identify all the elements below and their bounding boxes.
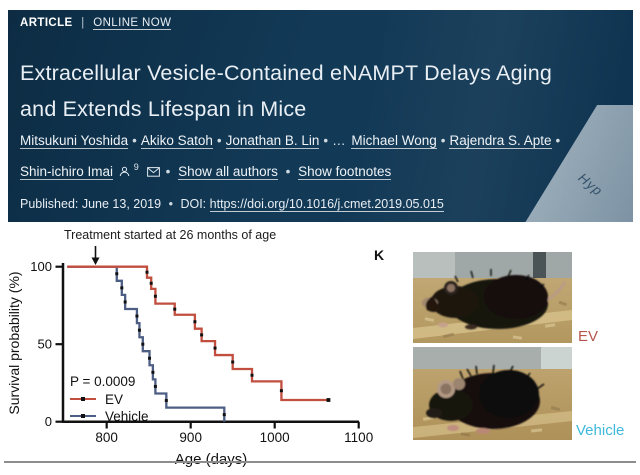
author-link[interactable]: Akiko Satoh	[140, 133, 213, 149]
event-marker	[173, 307, 177, 311]
author-link[interactable]: Mitsukuni Yoshida	[20, 133, 129, 149]
article-title-line1: Extracellular Vesicle-Contained eNAMPT D…	[20, 61, 553, 85]
event-marker	[279, 389, 283, 393]
event-marker	[231, 360, 235, 364]
article-title: Extracellular Vesicle-Contained eNAMPT D…	[20, 55, 620, 127]
published-line: Published: June 13, 2019 • DOI: https://…	[20, 197, 444, 212]
event-marker	[120, 286, 124, 290]
published-date: Published: June 13, 2019	[20, 197, 162, 211]
legend-marker-vehicle	[81, 414, 85, 418]
legend-swatch-ev	[70, 397, 96, 401]
author-link[interactable]: Shin-ichiro Imai	[20, 163, 114, 180]
doi-link[interactable]: https://doi.org/10.1016/j.cmet.2019.05.0…	[209, 197, 444, 212]
online-now-link[interactable]: ONLINE NOW	[93, 17, 172, 30]
kicker-separator: |	[81, 17, 85, 29]
y-axis-label: Survival probability (%)	[6, 271, 22, 414]
x-axis-label: Age (days)	[175, 451, 248, 468]
mouse-ev	[422, 269, 567, 330]
event-marker	[115, 272, 119, 276]
author-separator: •	[285, 163, 291, 179]
panel-label-k: K	[374, 247, 385, 263]
legend-label-vehicle: Vehicle	[105, 408, 149, 424]
annotation-arrowhead	[91, 257, 100, 265]
email-icon[interactable]	[146, 160, 160, 186]
event-marker	[200, 333, 204, 337]
legend-row-ev: EV	[70, 391, 149, 407]
event-marker	[141, 342, 145, 346]
event-marker	[213, 346, 217, 350]
event-marker	[137, 328, 141, 332]
event-marker	[153, 384, 157, 388]
event-marker	[135, 314, 139, 318]
series-vehicle	[67, 265, 226, 422]
legend-swatch-vehicle	[70, 414, 96, 418]
author-list-line2: Shin-ichiro Imai 9 • Show all authors • …	[20, 154, 620, 186]
bottom-divider	[4, 461, 636, 463]
mouse-vehicle	[426, 364, 545, 434]
x-tick-label: 1000	[260, 430, 290, 445]
author-separator: •	[555, 133, 561, 148]
event-marker	[250, 373, 254, 377]
mouse-photo-ev	[413, 252, 572, 343]
event-marker	[222, 413, 226, 417]
mouse-photo-vehicle	[413, 347, 572, 440]
x-tick-label: 1100	[344, 430, 373, 445]
author-ellipsis: …	[332, 133, 346, 148]
event-marker	[164, 399, 168, 403]
photo-label-ev: EV	[578, 328, 599, 345]
photo-label-vehicle: Vehicle	[576, 422, 625, 439]
legend-label-ev: EV	[105, 391, 124, 407]
author-list-line1: Mitsukuni Yoshida • Akiko Satoh • Jonathan B…	[20, 128, 620, 154]
event-marker	[145, 270, 149, 274]
author-list: Mitsukuni Yoshida • Akiko Satoh • Jonathan B…	[20, 128, 620, 186]
event-marker	[123, 300, 127, 304]
legend-marker-ev	[81, 397, 85, 401]
author-separator: •	[440, 133, 446, 148]
y-tick-label: 100	[30, 259, 52, 274]
show-footnotes-link[interactable]: Show footnotes	[298, 163, 392, 180]
author-separator: •	[216, 133, 222, 148]
y-tick-label: 0	[45, 414, 52, 429]
author-affiliation-superscript: 9	[133, 162, 139, 172]
show-all-authors-link[interactable]: Show all authors	[178, 163, 278, 180]
x-tick-label: 900	[179, 430, 202, 445]
event-marker	[193, 320, 197, 324]
article-kicker: ARTICLE | ONLINE NOW	[20, 17, 172, 30]
article-header-banner: Hyp ARTICLE | ONLINE NOW Extracellular V…	[8, 10, 633, 222]
article-title-line2: and Extends Lifespan in Mice	[20, 97, 307, 121]
author-link[interactable]: Michael Wong	[351, 133, 437, 149]
author-separator: •	[165, 163, 171, 179]
p-value: P = 0.0009	[70, 374, 136, 389]
chart-legend: P = 0.0009 EV Vehicle	[70, 374, 149, 424]
doi-label: DOI:	[180, 197, 207, 211]
person-icon	[119, 160, 130, 186]
event-marker	[148, 356, 152, 360]
author-separator: •	[132, 133, 137, 148]
y-tick-label: 50	[38, 337, 52, 352]
published-separator: •	[168, 197, 173, 211]
x-tick-label: 800	[95, 430, 118, 445]
event-marker	[151, 370, 155, 374]
author-separator: •	[323, 133, 329, 148]
treatment-annotation: Treatment started at 26 months of age	[64, 228, 277, 242]
survival-chart: 0 50 100 800 900 1000 1100 Age (days) Survival p…	[6, 246, 373, 468]
legend-row-vehicle: Vehicle	[70, 408, 149, 424]
censored-marker	[326, 398, 331, 402]
author-link[interactable]: Jonathan B. Lin	[225, 133, 320, 149]
author-link[interactable]: Rajendra S. Apte	[449, 133, 552, 149]
article-type-label: ARTICLE	[20, 17, 73, 29]
event-marker	[153, 294, 157, 298]
event-marker	[149, 281, 153, 285]
